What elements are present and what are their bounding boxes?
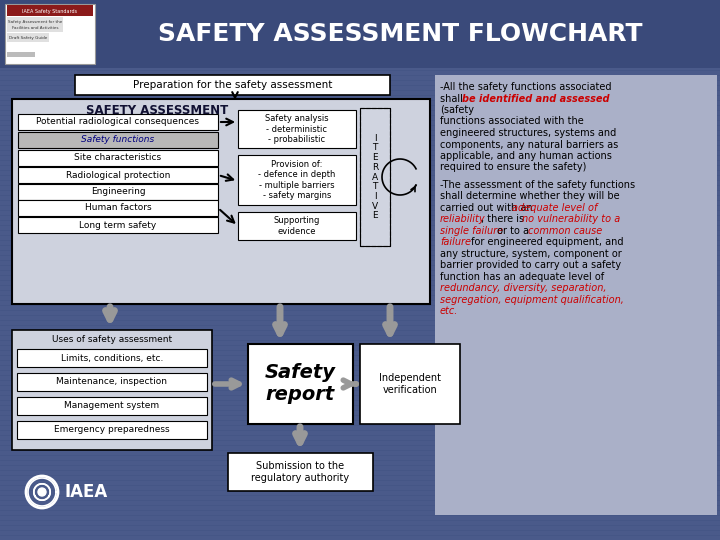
- Text: failure: failure: [440, 237, 471, 247]
- Text: Safety functions: Safety functions: [81, 136, 155, 145]
- Text: Site characteristics: Site characteristics: [74, 153, 161, 163]
- Text: Management system: Management system: [64, 402, 160, 410]
- Text: common cause: common cause: [528, 226, 602, 236]
- Text: -All the safety functions associated: -All the safety functions associated: [440, 82, 611, 92]
- Text: Safety analysis
- deterministic
- probabilistic: Safety analysis - deterministic - probab…: [265, 114, 329, 144]
- Text: Potential radiological consequences: Potential radiological consequences: [37, 118, 199, 126]
- Text: required to ensure the safety): required to ensure the safety): [440, 163, 586, 172]
- Text: SAFETY ASSESSMENT FLOWCHART: SAFETY ASSESSMENT FLOWCHART: [158, 22, 642, 46]
- Text: segregation, equipment qualification,: segregation, equipment qualification,: [440, 295, 624, 305]
- Text: IAEA: IAEA: [65, 483, 108, 501]
- Text: Safety Assessment for the: Safety Assessment for the: [8, 20, 62, 24]
- Text: carried out with an: carried out with an: [440, 202, 536, 213]
- Bar: [238, 110, 356, 148]
- Bar: [7, 33, 49, 42]
- Text: Facilities and Activities: Facilities and Activities: [12, 26, 58, 30]
- Text: barrier provided to carry out a safety: barrier provided to carry out a safety: [440, 260, 621, 270]
- Bar: [12, 330, 212, 450]
- Text: single failure: single failure: [440, 226, 503, 236]
- Text: , there is: , there is: [481, 214, 527, 224]
- Bar: [18, 132, 218, 148]
- Bar: [18, 184, 218, 200]
- Bar: [75, 75, 390, 95]
- Bar: [248, 344, 353, 424]
- Text: Limits, conditions, etc.: Limits, conditions, etc.: [60, 354, 163, 362]
- Text: for engineered equipment, and: for engineered equipment, and: [468, 237, 624, 247]
- Bar: [7, 52, 35, 57]
- Text: components, any natural barriers as: components, any natural barriers as: [440, 139, 618, 150]
- Text: reliability: reliability: [440, 214, 485, 224]
- Text: engineered structures, systems and: engineered structures, systems and: [440, 128, 616, 138]
- Text: Emergency preparedness: Emergency preparedness: [54, 426, 170, 435]
- Text: Preparation for the safety assessment: Preparation for the safety assessment: [132, 80, 332, 90]
- Bar: [5, 4, 95, 64]
- Bar: [17, 373, 207, 391]
- Text: Provision of:
- defence in depth
- multiple barriers
- safety margins: Provision of: - defence in depth - multi…: [258, 160, 336, 200]
- Bar: [7, 17, 63, 32]
- Text: Draft Safety Guide: Draft Safety Guide: [9, 36, 47, 40]
- Bar: [18, 167, 218, 183]
- Bar: [238, 155, 356, 205]
- Text: Submission to the
regulatory authority: Submission to the regulatory authority: [251, 461, 349, 483]
- Text: I
T
E
R
A
T
I
V
E: I T E R A T I V E: [372, 134, 378, 220]
- Bar: [228, 453, 373, 491]
- Bar: [7, 5, 93, 16]
- Text: Uses of safety assessment: Uses of safety assessment: [52, 334, 172, 343]
- Text: function has an adequate level of: function has an adequate level of: [440, 272, 604, 282]
- Bar: [360, 344, 460, 424]
- Text: SAFETY ASSESSMENT: SAFETY ASSESSMENT: [86, 104, 228, 117]
- Bar: [360, 108, 390, 246]
- Text: Long term safety: Long term safety: [79, 220, 157, 230]
- Text: shall: shall: [440, 93, 466, 104]
- Text: functions associated with the: functions associated with the: [440, 117, 584, 126]
- Text: Maintenance, inspection: Maintenance, inspection: [56, 377, 168, 387]
- Text: Engineering: Engineering: [91, 187, 145, 197]
- Text: redundancy, diversity, separation,: redundancy, diversity, separation,: [440, 284, 606, 293]
- Text: adequate level of: adequate level of: [512, 202, 598, 213]
- Text: Human factors: Human factors: [85, 204, 151, 213]
- Bar: [17, 421, 207, 439]
- Text: -The assessment of the safety functions: -The assessment of the safety functions: [440, 180, 635, 190]
- Text: Radiological protection: Radiological protection: [66, 171, 170, 179]
- Bar: [12, 99, 430, 304]
- Text: IAEA Safety Standards: IAEA Safety Standards: [22, 9, 78, 14]
- Bar: [18, 150, 218, 166]
- Bar: [18, 200, 218, 216]
- Text: no vulnerability to a: no vulnerability to a: [522, 214, 620, 224]
- Text: applicable, and any human actions: applicable, and any human actions: [440, 151, 612, 161]
- Bar: [0, 0, 720, 68]
- Text: etc.: etc.: [440, 306, 459, 316]
- Bar: [238, 212, 356, 240]
- Text: Independent
verification: Independent verification: [379, 373, 441, 395]
- Bar: [17, 397, 207, 415]
- Text: be identified and assessed: be identified and assessed: [462, 93, 610, 104]
- Bar: [17, 349, 207, 367]
- Text: Safety
report: Safety report: [264, 363, 336, 404]
- Bar: [360, 108, 390, 246]
- Text: any structure, system, component or: any structure, system, component or: [440, 249, 622, 259]
- Bar: [18, 217, 218, 233]
- Bar: [435, 75, 717, 515]
- Bar: [18, 114, 218, 130]
- Circle shape: [38, 488, 46, 496]
- Text: (safety: (safety: [440, 105, 474, 115]
- Text: shall determine whether they will be: shall determine whether they will be: [440, 191, 620, 201]
- Text: or to a: or to a: [494, 226, 532, 236]
- Text: Supporting
evidence: Supporting evidence: [274, 217, 320, 235]
